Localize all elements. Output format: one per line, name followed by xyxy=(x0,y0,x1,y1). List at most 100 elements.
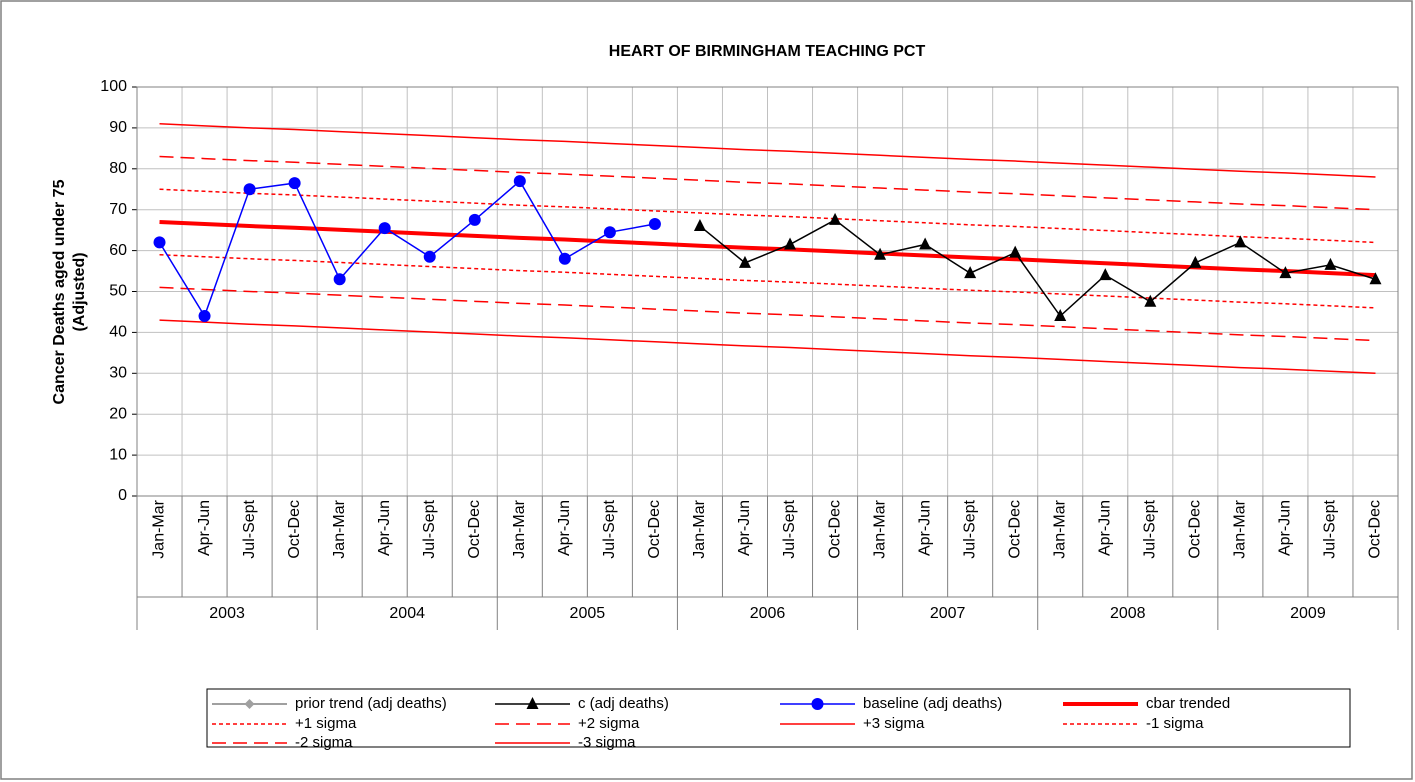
y-tick-label: 100 xyxy=(100,78,127,95)
x-tick-label: Jul-Sept xyxy=(961,499,978,558)
x-tick-label: Oct-Dec xyxy=(1367,500,1384,559)
marker xyxy=(243,183,256,196)
marker xyxy=(1054,309,1067,322)
series-line xyxy=(159,286,1376,342)
series-line xyxy=(159,123,1376,178)
marker xyxy=(423,250,436,263)
y-tick-label: 10 xyxy=(109,446,127,463)
y-axis-label: (Adjusted) xyxy=(71,252,88,331)
series-line xyxy=(159,219,1376,278)
marker xyxy=(784,237,797,250)
x-tick-label: Oct-Dec xyxy=(466,500,483,559)
chart-title: HEART OF BIRMINGHAM TEACHING PCT xyxy=(609,43,926,60)
legend-marker xyxy=(244,699,255,709)
y-tick-label: 60 xyxy=(109,242,127,259)
x-tick-label: Apr-Jun xyxy=(916,500,933,556)
series-line xyxy=(158,179,656,318)
series-line xyxy=(159,155,1376,211)
x-tick-label: Jan-Mar xyxy=(511,499,528,558)
y-tick-label: 50 xyxy=(109,283,127,300)
x-tick-label: Apr-Jun xyxy=(736,500,753,556)
x-tick-label: Apr-Jun xyxy=(1277,500,1294,556)
marker xyxy=(738,255,751,268)
x-tick-label: Oct-Dec xyxy=(1187,500,1204,559)
legend-label: -1 sigma xyxy=(1146,715,1204,732)
x-tick-label: Apr-Jun xyxy=(196,500,213,556)
marker xyxy=(1144,294,1157,307)
legend-label: prior trend (adj deaths) xyxy=(295,695,447,712)
marker xyxy=(1369,272,1382,285)
legend-label: +1 sigma xyxy=(295,715,357,732)
marker xyxy=(288,177,301,190)
x-tick-label: Jan-Mar xyxy=(1051,499,1068,558)
marker xyxy=(693,219,706,232)
marker xyxy=(829,212,842,225)
x-tick-label: Apr-Jun xyxy=(556,500,573,556)
marker xyxy=(153,236,166,249)
marker xyxy=(378,222,391,235)
x-tick-label: Oct-Dec xyxy=(826,500,843,559)
x-tick-label: Oct-Dec xyxy=(286,500,303,559)
marker xyxy=(1279,266,1292,279)
x-tick-label: Apr-Jun xyxy=(1096,500,1113,556)
x-group-label: 2007 xyxy=(930,605,966,622)
x-group-label: 2005 xyxy=(570,605,606,622)
marker xyxy=(1009,245,1022,258)
legend-label: baseline (adj deaths) xyxy=(863,695,1002,712)
legend-label: c (adj deaths) xyxy=(578,695,669,712)
x-tick-label: Jan-Mar xyxy=(331,499,348,558)
y-tick-label: 80 xyxy=(109,160,127,177)
legend-label: -2 sigma xyxy=(295,734,353,751)
legend-label: cbar trended xyxy=(1146,695,1230,712)
x-tick-label: Jul-Sept xyxy=(1142,499,1159,558)
x-group-label: 2003 xyxy=(209,605,245,622)
y-axis-label: Cancer Deaths aged under 75 xyxy=(51,179,68,404)
marker xyxy=(1099,268,1112,281)
x-tick-label: Jul-Sept xyxy=(601,499,618,558)
y-tick-label: 70 xyxy=(109,201,127,218)
x-group-label: 2009 xyxy=(1290,605,1326,622)
marker xyxy=(468,213,481,226)
marker xyxy=(874,247,887,260)
x-tick-label: Jan-Mar xyxy=(691,499,708,558)
x-tick-label: Jul-Sept xyxy=(1322,499,1339,558)
y-tick-label: 30 xyxy=(109,365,127,382)
x-tick-label: Oct-Dec xyxy=(646,500,663,559)
x-tick-label: Apr-Jun xyxy=(376,500,393,556)
marker xyxy=(1324,257,1337,270)
marker xyxy=(333,273,346,286)
x-tick-label: Jan-Mar xyxy=(151,499,168,558)
legend-marker xyxy=(526,697,539,709)
y-tick-label: 0 xyxy=(118,487,127,504)
x-group-label: 2008 xyxy=(1110,605,1146,622)
x-group-label: 2006 xyxy=(750,605,786,622)
x-tick-label: Jan-Mar xyxy=(1232,499,1249,558)
legend-marker xyxy=(811,698,824,710)
y-tick-label: 40 xyxy=(109,324,127,341)
marker xyxy=(1189,255,1202,268)
legend-label: +2 sigma xyxy=(578,715,640,732)
series-line xyxy=(699,219,1376,318)
marker xyxy=(198,310,211,323)
x-group-label: 2004 xyxy=(389,605,425,622)
series-line xyxy=(159,319,1376,375)
legend-label: -3 sigma xyxy=(578,734,636,751)
legend-label: +3 sigma xyxy=(863,715,925,732)
legend-box xyxy=(206,688,1351,748)
x-tick-label: Jan-Mar xyxy=(871,499,888,558)
marker xyxy=(648,218,661,231)
x-tick-label: Jul-Sept xyxy=(781,499,798,558)
marker xyxy=(558,252,571,265)
marker xyxy=(1234,235,1247,248)
y-tick-label: 90 xyxy=(109,119,127,136)
y-tick-label: 20 xyxy=(109,405,127,422)
x-tick-label: Jul-Sept xyxy=(421,499,438,558)
x-tick-label: Oct-Dec xyxy=(1006,500,1023,559)
x-tick-label: Jul-Sept xyxy=(241,499,258,558)
marker xyxy=(603,226,616,239)
marker xyxy=(964,266,977,279)
marker xyxy=(919,237,932,250)
marker xyxy=(513,175,526,188)
